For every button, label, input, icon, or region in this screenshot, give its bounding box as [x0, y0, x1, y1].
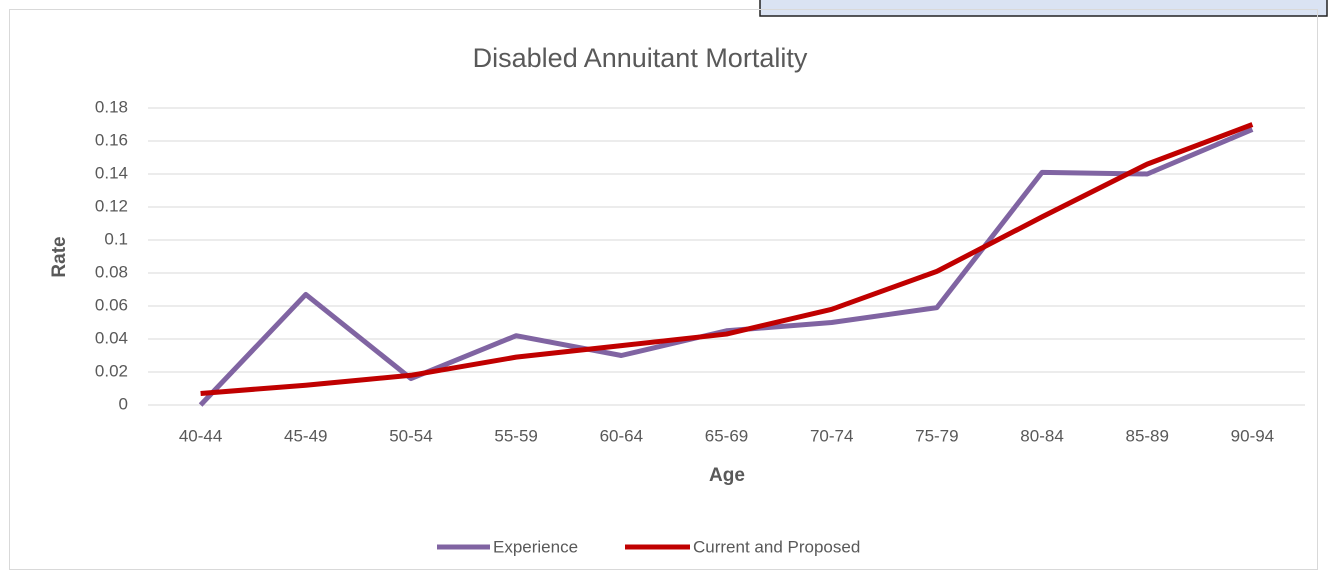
x-tick-label: 75-79: [915, 426, 958, 445]
x-tick-label: 65-69: [705, 426, 748, 445]
x-tick-label: 70-74: [810, 426, 853, 445]
y-tick-label: 0.16: [95, 130, 128, 149]
chart-border: [9, 9, 1318, 570]
y-tick-label: 0.14: [95, 163, 128, 182]
legend-label: Experience: [493, 537, 578, 556]
x-tick-label: 85-89: [1125, 426, 1168, 445]
chart-title: Disabled Annuitant Mortality: [473, 43, 808, 73]
y-tick-label: 0.18: [95, 97, 128, 116]
y-tick-label: 0.02: [95, 361, 128, 380]
y-tick-label: 0.12: [95, 196, 128, 215]
y-tick-label: 0: [119, 394, 128, 413]
x-tick-label: 90-94: [1231, 426, 1274, 445]
series-line: [198, 127, 1254, 407]
y-tick-label: 0.04: [95, 328, 128, 347]
x-tick-label: 55-59: [494, 426, 537, 445]
x-axis-label: Age: [709, 465, 745, 486]
x-tick-label: 40-44: [179, 426, 222, 445]
y-axis-label: Rate: [49, 236, 70, 277]
y-tick-label: 0.08: [95, 262, 128, 281]
series-line: [200, 122, 1254, 396]
y-tick-label: 0.1: [104, 229, 128, 248]
x-tick-label: 60-64: [600, 426, 643, 445]
legend-label: Current and Proposed: [693, 537, 860, 556]
x-tick-label: 45-49: [284, 426, 327, 445]
x-tick-label: 80-84: [1020, 426, 1063, 445]
x-tick-label: 50-54: [389, 426, 432, 445]
header-box: [759, 0, 1328, 17]
y-tick-label: 0.06: [95, 295, 128, 314]
